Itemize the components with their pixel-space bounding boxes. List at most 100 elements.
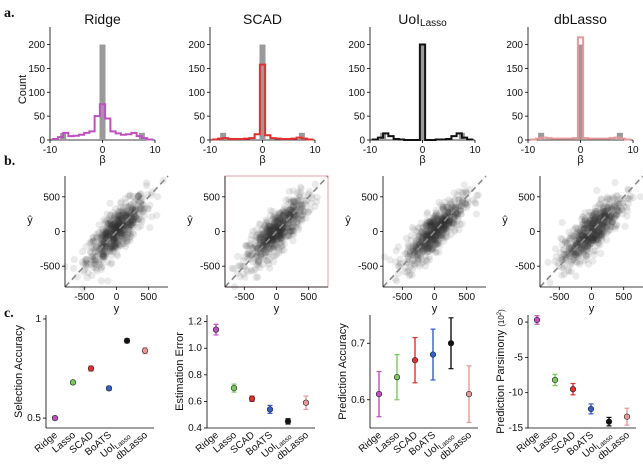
- scatter-point: [269, 245, 277, 253]
- scatter-point: [431, 233, 439, 241]
- scatter-point: [438, 213, 446, 221]
- scatter-point: [126, 226, 134, 234]
- scatter-point: [265, 248, 273, 256]
- scatter-point: [435, 216, 443, 224]
- scatter-point: [121, 211, 129, 220]
- scatter-point: [442, 225, 450, 233]
- scatter-point: [580, 233, 588, 241]
- scatter-point: [572, 223, 580, 231]
- scatter-point: [98, 262, 106, 271]
- scatter-point: [269, 244, 277, 252]
- scatter-point: [445, 209, 453, 217]
- scatter-point: [613, 206, 621, 214]
- scatter-point: [576, 243, 584, 251]
- scatter-point: [133, 215, 141, 223]
- scatter-point: [603, 195, 611, 203]
- scatter-point: [618, 206, 626, 214]
- scatter-point: [442, 212, 450, 221]
- scatter-point: [252, 242, 260, 251]
- scatter-point: [271, 225, 279, 233]
- scatter-point: [580, 247, 588, 255]
- scatter-point: [597, 234, 605, 242]
- scatter-point: [570, 248, 578, 256]
- scatter-point: [599, 223, 607, 231]
- scatter-point: [109, 236, 117, 244]
- scatter-point: [87, 252, 95, 260]
- scatter-point: [424, 222, 432, 231]
- scatter-point: [104, 231, 112, 239]
- scatter-point: [441, 223, 449, 232]
- scatter-point: [90, 244, 98, 252]
- scatter-point: [573, 234, 581, 242]
- x-tick-label: 0: [432, 292, 438, 303]
- scatter-point: [414, 224, 422, 232]
- scatter-point: [443, 203, 452, 211]
- scatter-point: [290, 197, 298, 205]
- scatter-point: [115, 215, 123, 224]
- scatter-point: [259, 233, 267, 241]
- scatter-point: [431, 220, 439, 228]
- scatter-point: [96, 233, 104, 242]
- scatter-point: [563, 240, 572, 248]
- scatter-point: [574, 252, 582, 260]
- scatter-point: [88, 244, 96, 252]
- scatter-point: [430, 225, 439, 233]
- scatter-point: [436, 224, 444, 232]
- scatter-point: [106, 245, 114, 253]
- scatter-point: [434, 228, 442, 237]
- scatter-point: [114, 239, 122, 247]
- scatter-point: [104, 227, 112, 235]
- scatter-point: [138, 204, 146, 212]
- scatter-point: [112, 224, 120, 233]
- scatter-point: [428, 229, 436, 237]
- scatter-point: [266, 232, 275, 241]
- scatter-point: [412, 241, 420, 249]
- scatter-point: [130, 207, 138, 215]
- scatter-point: [444, 222, 453, 230]
- scatter-point: [286, 227, 294, 235]
- scatter-point: [444, 208, 452, 216]
- scatter-point: [452, 203, 460, 211]
- scatter-point: [414, 250, 422, 258]
- scatter-point: [97, 277, 105, 285]
- scatter-point: [546, 279, 554, 287]
- scatter-point: [573, 228, 582, 236]
- scatter-point: [117, 241, 125, 249]
- scatter-point: [282, 196, 290, 204]
- scatter-point: [114, 228, 122, 236]
- scatter-point: [269, 216, 277, 224]
- scatter-point: [297, 215, 305, 223]
- scatter-point: [610, 210, 618, 218]
- scatter-point: [120, 217, 128, 225]
- x-axis-label: β: [419, 154, 425, 166]
- scatter-point: [276, 213, 284, 221]
- scatter-point: [97, 265, 105, 274]
- scatter-point: [122, 222, 130, 230]
- scatter-points: [228, 180, 321, 291]
- scatter-point: [565, 244, 573, 253]
- scatter-point: [415, 238, 423, 246]
- scatter-point: [433, 229, 441, 238]
- scatter-point: [96, 247, 104, 255]
- scatter-point: [276, 217, 284, 225]
- scatter-point: [118, 211, 126, 219]
- scatter-point: [95, 221, 103, 229]
- scatter-point: [427, 245, 435, 253]
- scatter-point: [105, 232, 113, 240]
- scatter-point: [434, 238, 442, 246]
- scatter-point: [311, 180, 319, 188]
- scatter-point: [102, 248, 110, 256]
- scatter-point: [294, 197, 302, 205]
- scatter-point: [266, 255, 274, 263]
- scatter-point: [599, 216, 608, 224]
- scatter-point: [102, 227, 110, 236]
- scatter-point: [419, 223, 427, 231]
- scatter-point: [431, 238, 439, 247]
- scatter-point: [432, 240, 440, 248]
- scatter-point: [431, 225, 439, 233]
- scatter-point: [450, 205, 458, 213]
- y-tick-label: 1: [35, 314, 41, 325]
- scatter-point: [438, 234, 446, 242]
- scatter-point: [427, 245, 436, 253]
- scatter-point: [277, 230, 285, 238]
